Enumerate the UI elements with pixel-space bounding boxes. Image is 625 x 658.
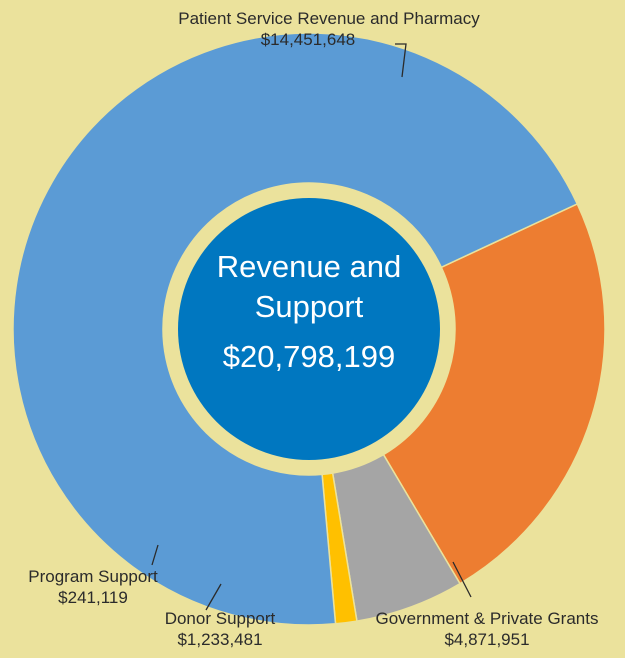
slice-name-patient: Patient Service Revenue and Pharmacy	[178, 9, 480, 28]
slice-patient	[12, 32, 579, 626]
slice-value-patient: $14,451,648	[260, 30, 356, 49]
slice-label-donor: Donor Support $1,233,481	[150, 608, 290, 650]
slice-name-donor: Donor Support	[164, 609, 276, 628]
slice-label-grants: Government & Private Grants $4,871,951	[349, 608, 625, 650]
slice-value-donor: $1,233,481	[177, 630, 263, 649]
leader-lines	[151, 43, 472, 611]
leader-line-patient	[395, 43, 407, 78]
leader-line-grants	[452, 561, 472, 598]
slice-name-program: Program Support	[28, 567, 158, 586]
slice-label-patient: Patient Service Revenue and Pharmacy $14…	[149, 8, 509, 50]
center-label: Revenue and Support $20,798,199	[178, 247, 440, 377]
leader-line-program	[151, 544, 159, 566]
slice-value-grants: $4,871,951	[444, 630, 530, 649]
center-total-value: $20,798,199	[222, 339, 396, 374]
slices-layer	[12, 32, 606, 626]
slice-grants	[382, 202, 606, 585]
center-title-line2: Support	[254, 289, 364, 324]
slice-label-program: Program Support $241,119	[4, 566, 182, 608]
center-circle	[178, 198, 440, 460]
slice-value-program: $241,119	[58, 588, 128, 607]
slice-name-grants: Government & Private Grants	[375, 609, 599, 628]
center-title-line1: Revenue and	[216, 249, 402, 284]
leader-line-donor	[205, 583, 222, 611]
